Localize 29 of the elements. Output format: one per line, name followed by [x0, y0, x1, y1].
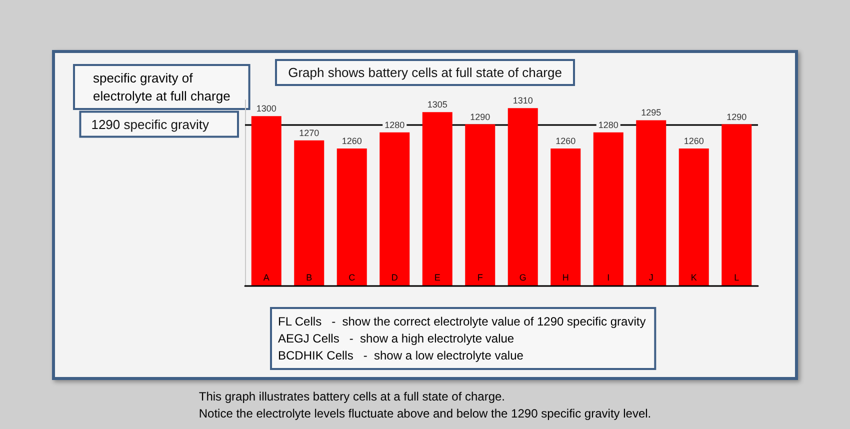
x-tick-label: D [391, 272, 398, 282]
text: FL Cells - show the correct electrolyte value of 1290 specific gravity AEGJ Cells - show a high electrolyte value BCDHIK Cells - show a low electrolyte value [278, 314, 646, 362]
data-label: 1270 [299, 128, 320, 138]
text: This graph illustrates battery cells at a full state of charge. Notice the electrolyte levels fluctuate above and below the 1290 specific gravity level. [198, 390, 652, 420]
ref-line-label: 1290 specific gravity [91, 116, 210, 132]
y-axis-title: specific gravity of electrolyte at full charge [93, 70, 230, 104]
x-tick-label: H [562, 272, 569, 282]
data-label: 1260 [684, 136, 704, 146]
data-label: 1260 [342, 136, 362, 146]
data-label: 1305 [427, 100, 448, 110]
x-tick-label: C [348, 272, 356, 282]
chart-title: Graph shows battery cells at full state of charge [288, 65, 562, 80]
data-label: 1295 [641, 108, 662, 118]
x-tick-label: J [648, 272, 654, 282]
x-tick-label: A [263, 272, 270, 282]
data-label: 1290 [470, 112, 490, 122]
data-label: 1310 [512, 96, 533, 106]
x-tick-label: L [734, 272, 740, 282]
x-tick-label: K [690, 272, 697, 282]
data-label: 1260 [556, 136, 576, 146]
data-label: 1280 [598, 120, 618, 130]
data-label: 1280 [384, 120, 405, 130]
x-tick-label: I [607, 272, 610, 282]
data-label: 1300 [256, 104, 276, 114]
data-label: 1290 [726, 112, 747, 122]
x-tick-label: G [519, 272, 526, 282]
x-tick-label: F [477, 272, 484, 282]
x-tick-label: B [306, 272, 312, 282]
x-tick-label: E [434, 272, 440, 282]
